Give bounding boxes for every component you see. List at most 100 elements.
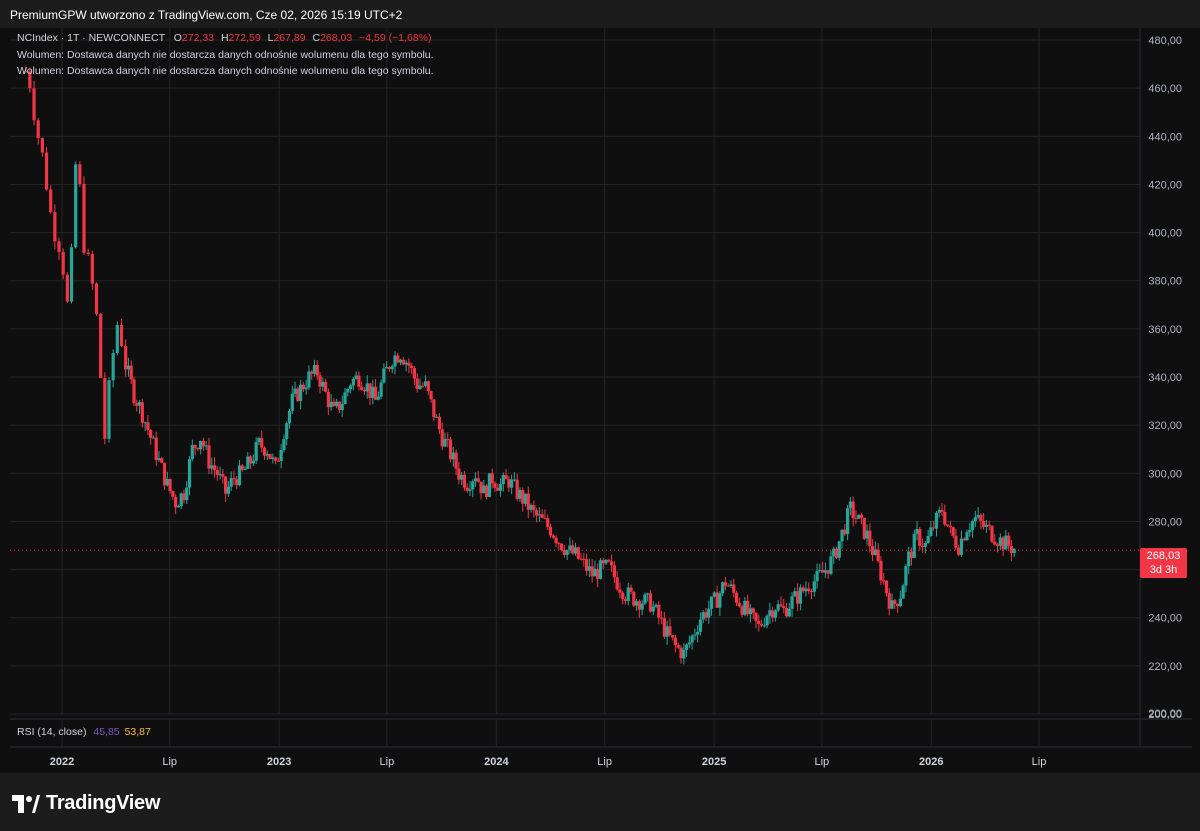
candle-body (560, 543, 564, 551)
candle-body (404, 362, 408, 365)
candle-body (107, 380, 111, 439)
candle-body (748, 608, 753, 615)
candle-body (848, 501, 852, 509)
candle-body (737, 602, 741, 607)
candle-body (984, 524, 989, 527)
candle-body (451, 452, 455, 460)
candle-body (390, 366, 394, 370)
candle-body (462, 474, 467, 488)
candle-body (601, 560, 605, 564)
candle-body (715, 592, 719, 608)
candle-body (804, 588, 808, 592)
candle-body (340, 404, 344, 411)
chart-area[interactable]: 200,00220,00240,00260,00280,00300,00320,… (10, 28, 1192, 773)
candle-body (584, 559, 589, 571)
candle-body (421, 385, 425, 387)
candle-body (185, 487, 189, 501)
candle-body (629, 587, 633, 592)
x-tick-label: Lip (814, 756, 829, 768)
candle-body (429, 391, 433, 400)
candle-body (943, 511, 947, 525)
candle-body (990, 525, 994, 542)
rsi-value-1: 45,85 (93, 726, 120, 738)
candle-body (237, 465, 242, 486)
candle-body (798, 587, 803, 604)
candle-body (1012, 548, 1016, 554)
candle-body (909, 551, 914, 558)
chart-svg[interactable]: 200,00220,00240,00260,00280,00300,00320,… (10, 28, 1192, 773)
header-bar: PremiumGPW utworzono z TradingView.com, … (0, 0, 1200, 28)
candle-body (268, 454, 272, 459)
y-tick-label: 480,00 (1148, 35, 1182, 47)
candle-body (973, 517, 977, 522)
y-tick-label: 460,00 (1148, 83, 1182, 95)
candle-body (193, 445, 197, 448)
candle-body (446, 438, 450, 440)
candle-body (982, 520, 986, 527)
candle-body (679, 647, 683, 659)
candle-body (970, 521, 975, 530)
candle-body (682, 649, 686, 659)
candle-body (226, 486, 231, 494)
candle-body (843, 529, 847, 535)
legend-open-label: O (173, 32, 182, 44)
candle-body (801, 587, 805, 592)
candle-body (704, 612, 708, 618)
candle-body (290, 393, 294, 411)
candle-body (94, 283, 99, 314)
candle-body (360, 386, 364, 390)
candle-body (285, 423, 289, 440)
candle-body (32, 88, 36, 121)
candle-body (240, 465, 244, 470)
candle-body (609, 561, 614, 566)
candle-body (643, 594, 647, 604)
candle-body (548, 526, 553, 536)
candle-body (507, 478, 511, 488)
candle-body (615, 577, 619, 590)
candle-body (90, 254, 94, 284)
x-tick-label: Lip (1032, 756, 1047, 768)
candle-body (693, 634, 697, 636)
candle-body (132, 379, 136, 404)
candle-body (57, 241, 61, 252)
candle-body (393, 355, 397, 367)
candle-body (898, 598, 902, 607)
candle-body (729, 584, 733, 586)
candle-body (249, 456, 253, 464)
candle-body (551, 535, 555, 538)
candle-body (301, 384, 305, 390)
tradingview-logo[interactable]: TradingView (12, 792, 160, 815)
candle-body (618, 589, 622, 593)
candle-body (426, 381, 430, 392)
candle-body (276, 460, 280, 462)
candle-body (124, 345, 128, 370)
candle-body (129, 365, 133, 380)
candle-body (698, 619, 703, 632)
candle-body (662, 618, 666, 637)
candle-body (632, 591, 636, 606)
candle-body (199, 440, 203, 450)
candle-body (246, 456, 250, 469)
candle-body (468, 489, 472, 491)
candle-body (815, 570, 819, 582)
candle-body (218, 474, 222, 476)
candle-body (335, 401, 339, 407)
x-tick-label: Lip (380, 756, 395, 768)
candle-body (937, 509, 941, 513)
x-tick-label: 2026 (919, 756, 943, 768)
candle-body (415, 378, 419, 389)
candle-body (979, 515, 983, 521)
volume-note-1: Wolumen: Dostawca danych nie dostarcza d… (17, 49, 434, 61)
candle-body (612, 565, 616, 578)
candle-body (293, 388, 297, 394)
candle-body (387, 367, 392, 370)
legend-symbol: NCIndex · 1T · NEWCONNECT (17, 32, 165, 44)
candle-body (471, 481, 475, 490)
legend-high-label: H (220, 32, 229, 44)
candle-body (870, 545, 875, 555)
candle-body (1001, 537, 1005, 550)
candle-body (668, 626, 672, 636)
candle-body (573, 547, 578, 554)
candle-body (529, 505, 533, 510)
last-price-badge: 268,03 3d 3h (1140, 548, 1187, 578)
